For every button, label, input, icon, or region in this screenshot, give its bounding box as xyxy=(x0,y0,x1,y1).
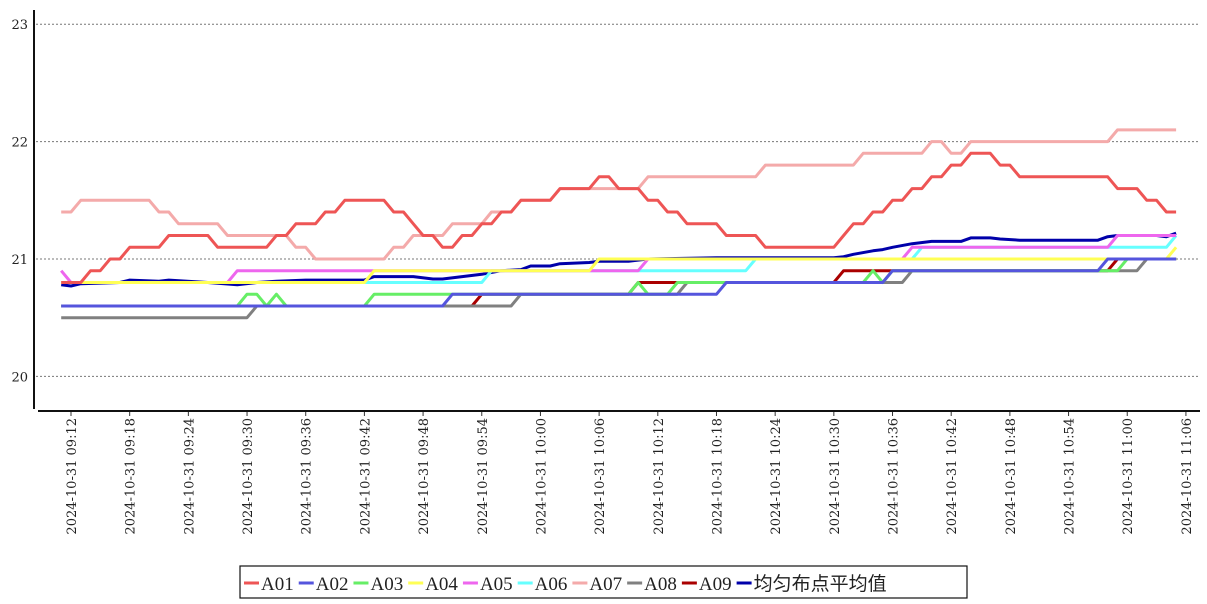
x-tick-label: 2024-10-31 10:54 xyxy=(1063,418,1078,535)
series-line-A08 xyxy=(61,257,1177,320)
x-tick-label: 2024-10-31 11:00 xyxy=(1121,418,1136,535)
legend-label: A09 xyxy=(699,574,732,595)
y-tick-label: 22 xyxy=(11,136,28,151)
x-axis-ticks: 2024-10-31 09:12 2024-10-31 09:18 2024-10-… xyxy=(65,412,1195,535)
legend-label: A03 xyxy=(370,574,403,595)
x-tick-label: 2024-10-31 10:24 xyxy=(769,418,784,535)
legend-label: A08 xyxy=(644,574,677,595)
legend-label: 均匀布点平均值 xyxy=(754,573,887,595)
legend-label: A06 xyxy=(535,574,568,595)
x-tick-label: 2024-10-31 10:36 xyxy=(887,418,902,535)
x-tick-label: 2024-10-31 10:18 xyxy=(710,418,725,535)
x-tick-label: 2024-10-31 09:12 xyxy=(65,418,80,535)
x-tick-label: 2024-10-31 09:54 xyxy=(476,418,491,535)
x-tick-label: 2024-10-31 10:42 xyxy=(945,418,960,535)
x-tick-label: 2024-10-31 09:42 xyxy=(358,418,373,535)
series-line-均匀布点平均值 xyxy=(61,231,1177,288)
x-tick-label: 2024-10-31 10:48 xyxy=(1004,418,1019,535)
legend-label: A02 xyxy=(316,574,349,595)
x-tick-label: 2024-10-31 09:24 xyxy=(182,418,197,535)
series-line-A07 xyxy=(61,128,1177,261)
x-tick-label: 2024-10-31 09:36 xyxy=(300,418,315,535)
x-tick-label: 2024-10-31 10:06 xyxy=(593,418,608,535)
legend: A01 A02 A03 A04 A05 A06 A07 A08 A09 均匀布点平均值 xyxy=(239,565,968,599)
gridlines xyxy=(36,23,1198,377)
legend-label: A04 xyxy=(425,574,458,595)
x-tick-label: 2024-10-31 09:18 xyxy=(124,418,139,535)
x-tick-label: 2024-10-31 10:00 xyxy=(534,418,549,535)
legend-label: A07 xyxy=(589,574,622,595)
x-tick-label: 2024-10-31 11:06 xyxy=(1180,418,1195,535)
y-axis-ticks: 20 21 22 23 xyxy=(11,18,28,385)
x-tick-label: 2024-10-31 10:30 xyxy=(828,418,843,535)
y-tick-label: 20 xyxy=(11,370,28,385)
legend-label: A05 xyxy=(480,574,513,595)
y-tick-label: 23 xyxy=(11,18,28,33)
series-lines xyxy=(60,128,1178,320)
series-line-A02 xyxy=(61,257,1177,308)
series-line-A04 xyxy=(61,246,1178,284)
y-tick-label: 21 xyxy=(11,253,28,268)
x-tick-label: 2024-10-31 09:30 xyxy=(241,418,256,535)
series-line-A01 xyxy=(61,151,1177,284)
x-tick-label: 2024-10-31 09:48 xyxy=(417,418,432,535)
x-tick-label: 2024-10-31 10:12 xyxy=(652,418,667,535)
legend-label: A01 xyxy=(261,574,294,595)
